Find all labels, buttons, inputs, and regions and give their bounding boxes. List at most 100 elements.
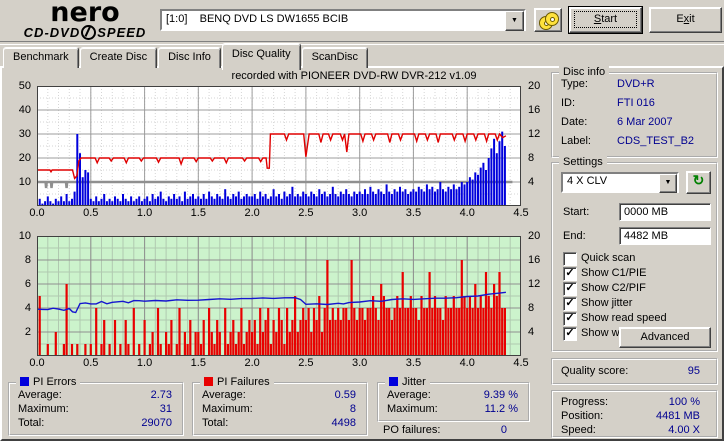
axis-tick-label: 4 [528, 176, 535, 188]
logo-cd-dvd: CD-DVD [23, 25, 81, 40]
axis-tick-label: 4.0 [459, 207, 475, 219]
nero-logo-text: nero [50, 0, 120, 28]
axis-tick-label: 10 [18, 230, 31, 242]
axis-tick-label: 0.5 [83, 207, 99, 219]
checkbox-checked-icon[interactable]: ✓ [563, 327, 577, 341]
tab-scandisc[interactable]: ScanDisc [301, 47, 369, 68]
settings-title: Settings [559, 156, 607, 168]
axis-tick-label: 8 [528, 152, 535, 164]
pi-errors-total: 29070 [141, 417, 172, 429]
axis-tick-label: 4.0 [459, 357, 475, 369]
axis-tick-label: 1.0 [136, 207, 153, 219]
tab-disc-quality[interactable]: Disc Quality [221, 43, 301, 70]
axis-tick-label: 1.5 [190, 207, 206, 219]
pi-errors-average: 2.73 [150, 389, 172, 401]
toolbar-divider [0, 41, 724, 45]
checkbox-unchecked-icon[interactable] [563, 252, 577, 266]
axis-tick-label: 8 [24, 254, 31, 266]
axis-tick-label: 16 [528, 254, 541, 266]
disc-info-title: Disc info [559, 66, 610, 78]
axis-tick-label: 50 [18, 80, 31, 92]
quality-score-box: Quality score: 95 [551, 358, 718, 385]
pi-errors-stats-box: PI Errors Average: 2.73 Maximum: 31 Total:… [8, 376, 184, 436]
axis-tick-label: 3.5 [405, 207, 422, 219]
disc-eject-button[interactable] [534, 8, 562, 32]
axis-tick-label: 1.5 [190, 357, 206, 369]
refresh-button[interactable]: ↻ [686, 171, 711, 194]
axis-tick-label: 0.0 [29, 357, 45, 369]
axis-tick-label: 10 [18, 176, 31, 188]
start-button[interactable]: Start [568, 6, 643, 34]
nero-logo: nero CD-DVD SPEED [10, 0, 160, 40]
pi-failures-total: 4498 [331, 417, 356, 429]
disc-date-value: 6 Mar 2007 [617, 116, 673, 128]
chevron-down-icon: ▼ [511, 17, 518, 24]
pi-errors-maximum: 31 [159, 403, 172, 415]
axis-tick-label: 4.5 [513, 357, 529, 369]
axis-tick-label: 20 [18, 152, 31, 164]
checkbox-checked-icon[interactable]: ✓ [563, 267, 577, 281]
drive-select-arrow[interactable]: ▼ [505, 11, 524, 31]
pi-errors-right-axis: 4 8 12 16 20 [525, 80, 551, 206]
drive-select-value: [1:0] BENQ DVD LS DW1655 BCIB [166, 13, 349, 25]
axis-tick-label: 3.0 [352, 207, 368, 219]
axis-tick-label: 2.5 [298, 357, 314, 369]
disc-type-value: DVD+R [617, 78, 655, 90]
tab-create-disc[interactable]: Create Disc [79, 47, 158, 68]
pi-errors-plot [37, 86, 521, 206]
quality-score-value: 95 [687, 365, 700, 377]
exit-button[interactable]: Exit [649, 7, 722, 33]
scan-speed-dropdown[interactable]: 4 X CLV ▼ [561, 172, 679, 193]
pi-failures-legend-icon [204, 377, 213, 386]
pi-failures-right-axis: 4 8 12 16 20 [525, 230, 551, 356]
end-position-input[interactable]: 4482 MB [619, 227, 711, 245]
axis-tick-label: 2.5 [298, 207, 314, 219]
axis-tick-label: 20 [528, 80, 541, 92]
pi-failures-plot [37, 236, 521, 356]
axis-tick-label: 12 [528, 128, 541, 140]
axis-tick-label: 2.0 [244, 207, 260, 219]
axis-tick-label: 6 [24, 278, 31, 290]
jitter-stats-box: Jitter Average: 9.39 % Maximum: 11.2 % [377, 376, 530, 422]
axis-tick-label: 0.5 [83, 357, 99, 369]
axis-tick-label: 30 [18, 128, 31, 140]
disc-logo-icon [81, 25, 97, 40]
logo-speed: SPEED [97, 25, 147, 40]
settings-box: Settings 4 X CLV ▼ ↻ Start: 0000 MB End:… [551, 156, 718, 352]
checkbox-checked-icon[interactable]: ✓ [563, 297, 577, 311]
pi-errors-legend-icon [20, 377, 29, 386]
pi-failures-x-axis: 0.0 0.5 1.0 1.5 2.0 2.5 3.0 3.5 4.0 4.5 [29, 357, 528, 370]
axis-tick-label: 4.5 [513, 207, 529, 219]
tab-benchmark[interactable]: Benchmark [3, 47, 79, 68]
chevron-down-icon: ▼ [664, 179, 672, 186]
tab-bar: Benchmark Create Disc Disc Info Disc Qua… [3, 43, 369, 70]
pi-failures-chart: 2 4 6 8 10 4 8 12 16 20 0.0 0.5 1.0 1.5 2.0 2.5 3.0 3.5… [19, 230, 541, 369]
drive-select-dropdown[interactable]: [1:0] BENQ DVD LS DW1655 BCIB ▼ [160, 9, 526, 31]
axis-tick-label: 4 [528, 326, 535, 338]
po-failures-value: 0 [500, 424, 507, 436]
advanced-button[interactable]: Advanced [619, 327, 711, 348]
jitter-maximum: 11.2 % [484, 403, 518, 415]
jitter-average: 9.39 % [483, 389, 518, 401]
tab-disc-info[interactable]: Disc Info [158, 47, 221, 68]
axis-tick-label: 2 [24, 326, 31, 338]
scan-speed-arrow[interactable]: ▼ [659, 174, 677, 193]
checkbox-checked-icon[interactable]: ✓ [563, 312, 577, 326]
pi-failures-stats-box: PI Failures Average: 0.59 Maximum: 8 Total… [192, 376, 368, 436]
speed-value: 4.00 X [668, 424, 700, 436]
checkbox-checked-icon[interactable]: ✓ [563, 282, 577, 296]
scan-speed-value: 4 X CLV [567, 175, 608, 187]
pi-failures-maximum: 8 [349, 403, 356, 415]
start-position-input[interactable]: 0000 MB [619, 203, 711, 221]
disc-info-box: Disc info Type: DVD+R ID: FTI 016 Date: 6 M… [551, 66, 718, 158]
pi-errors-chart: 10 20 30 40 50 4 8 12 16 20 0.0 0.5 1.0 1.5 2.0 2.5 3.… [19, 80, 541, 219]
axis-tick-label: 8 [528, 302, 535, 314]
progress-value: 100 % [668, 396, 700, 408]
axis-tick-label: 1.0 [136, 357, 153, 369]
disc-label-value: CDS_TEST_B2 [617, 135, 695, 147]
jitter-legend-icon [389, 377, 398, 386]
axis-tick-label: 3.0 [352, 357, 368, 369]
axis-tick-label: 3.5 [405, 357, 422, 369]
disc-id-value: FTI 016 [617, 97, 655, 109]
